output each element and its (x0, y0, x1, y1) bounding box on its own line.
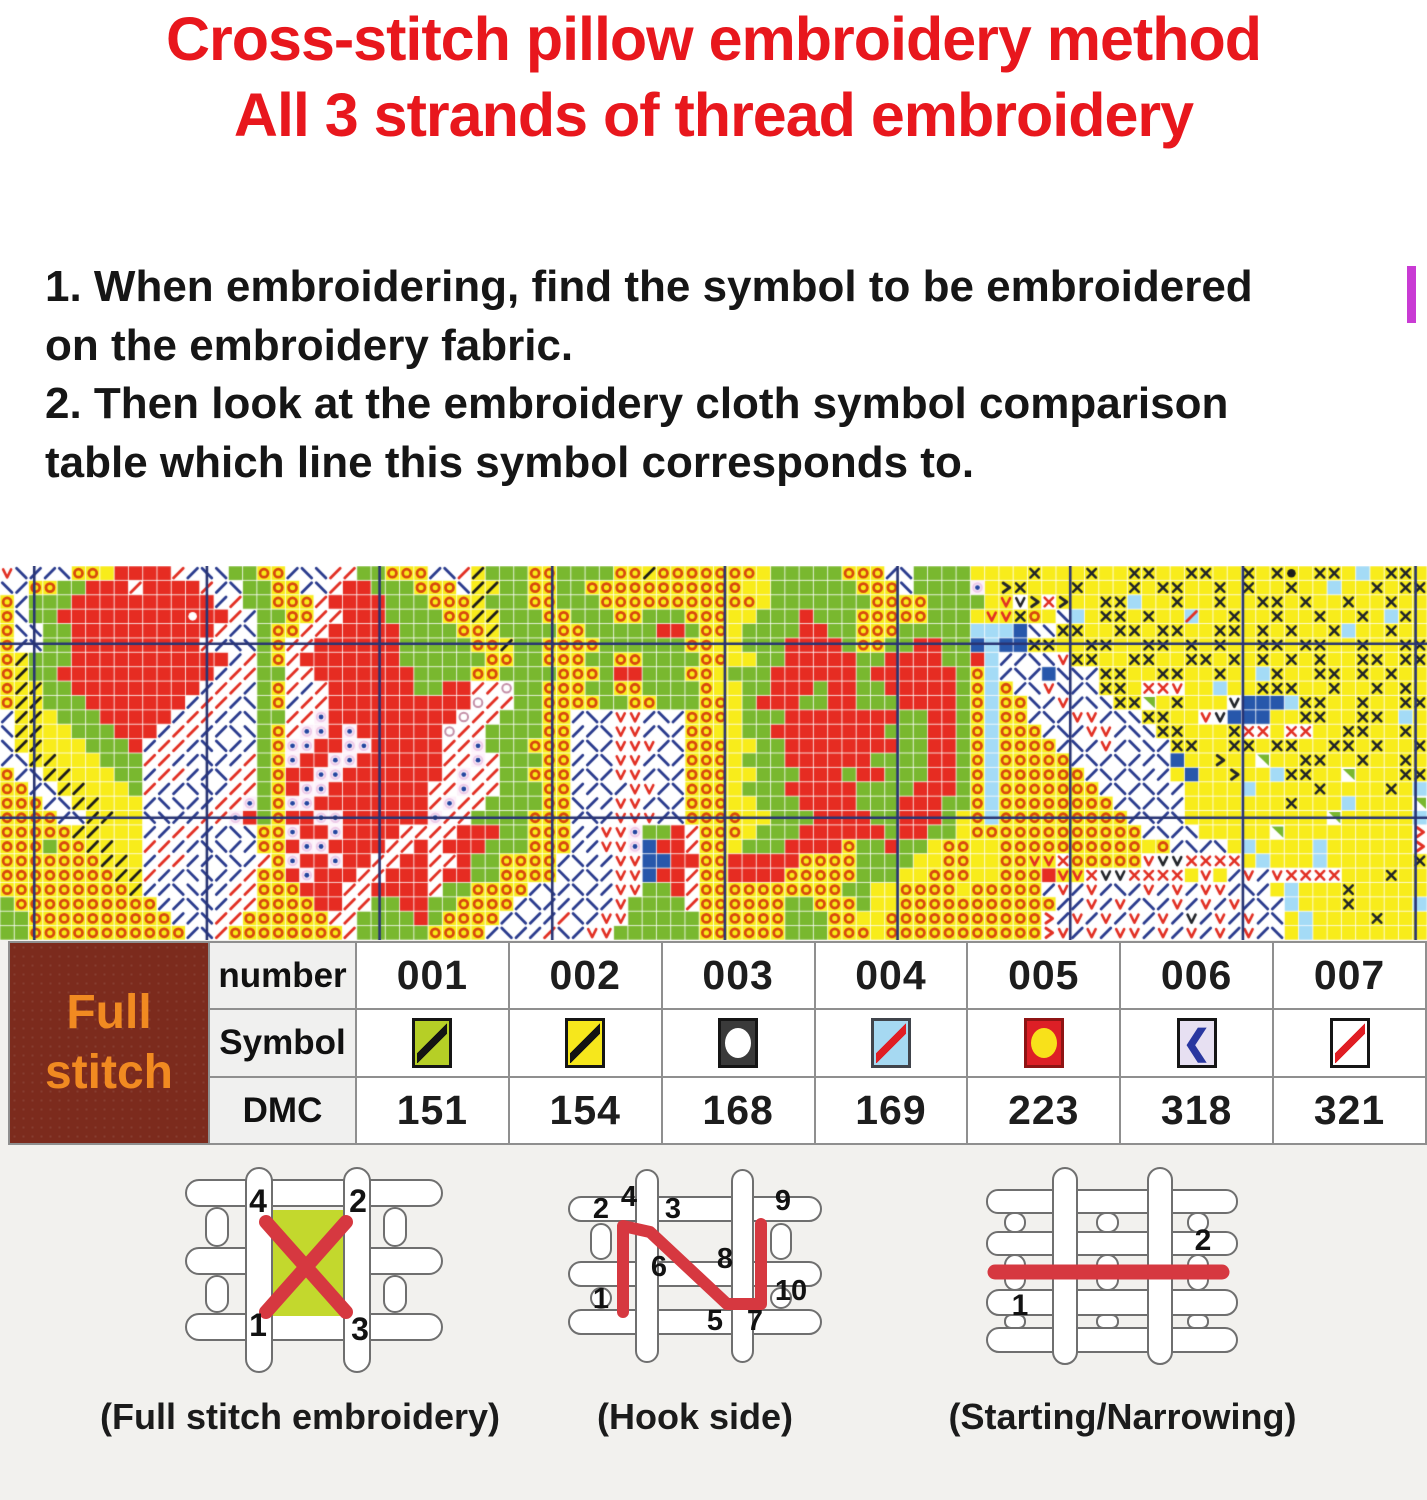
thread-number: 003 (660, 941, 816, 1010)
title-line-2: All 3 strands of thread embroidery (233, 80, 1194, 149)
legend-table: Full stitch number 001 002 003 004 005 0… (8, 941, 1427, 1145)
symbol-mark (875, 1023, 906, 1063)
instruction-line: 1. When embroidering, find the symbol to… (45, 262, 1253, 311)
step-number: 4 (249, 1183, 267, 1219)
stitch-symbol-001 (412, 1018, 453, 1068)
instruction-line: on the embroidery fabric. (45, 320, 574, 370)
dmc-code: 321 (1272, 1076, 1427, 1145)
dmc-code: 318 (1119, 1076, 1275, 1145)
step-number: 1 (249, 1307, 267, 1343)
step-number: 1 (1012, 1289, 1029, 1322)
row-label-dmc: DMC (208, 1076, 357, 1145)
step-number: 8 (717, 1243, 733, 1275)
step-number: 3 (665, 1193, 681, 1225)
step-number: 6 (651, 1251, 667, 1283)
stitch-symbol-003 (718, 1018, 759, 1068)
half-stitch-path (617, 1218, 767, 1318)
text-cursor-artifact (1407, 266, 1416, 323)
page-title: Cross-stitch pillow embroidery method Al… (0, 2, 1427, 153)
symbol-mark (1334, 1023, 1365, 1063)
symbol-cell (355, 1008, 510, 1078)
symbol-cell (507, 1008, 663, 1078)
cross-stitch-x (259, 1215, 353, 1319)
symbol-mark: ❮ (1182, 1024, 1211, 1062)
stitch-symbol-005 (1023, 1018, 1064, 1068)
thread-number: 002 (507, 941, 663, 1010)
symbol-mark (417, 1023, 448, 1063)
step-number: 4 (621, 1181, 637, 1213)
symbol-cell (813, 1008, 969, 1078)
pattern-chart-canvas (0, 566, 1427, 940)
instruction-line: table which line this symbol corresponds… (45, 437, 975, 487)
step-number: 3 (351, 1311, 369, 1347)
step-number: 5 (707, 1305, 723, 1337)
caption-hook-side: (Hook side) (596, 1396, 793, 1437)
symbol-mark (1030, 1028, 1057, 1058)
step-number: 2 (593, 1193, 609, 1225)
caption-full-stitch: (Full stitch embroidery) (99, 1396, 501, 1437)
thread-number: 007 (1272, 941, 1427, 1010)
stitch-symbol-002 (565, 1018, 606, 1068)
dmc-code: 168 (660, 1076, 816, 1145)
dmc-code: 151 (355, 1076, 510, 1145)
thread-number: 005 (966, 941, 1122, 1010)
title-line-1: Cross-stitch pillow embroidery method (165, 5, 1262, 73)
stitch-symbol-006: ❮ (1176, 1018, 1217, 1068)
thread-number: 004 (813, 941, 969, 1010)
step-number: 2 (1195, 1224, 1212, 1257)
dmc-code: 169 (813, 1076, 969, 1145)
step-number: 9 (775, 1185, 791, 1217)
symbol-cell (966, 1008, 1122, 1078)
instructions-text: 1. When embroidering, find the symbol to… (45, 258, 1420, 492)
symbol-cell (1272, 1008, 1427, 1078)
full-stitch-label-cell: Full stitch (8, 941, 210, 1145)
instruction-line: 2. Then look at the embroidery cloth sym… (45, 379, 1229, 429)
step-number: 1 (593, 1283, 609, 1315)
stitch-symbol-004 (870, 1018, 911, 1068)
step-number: 7 (747, 1305, 763, 1337)
step-number: 2 (349, 1183, 367, 1219)
symbol-mark (725, 1028, 752, 1058)
symbol-mark (570, 1023, 601, 1063)
row-label-symbol: Symbol (208, 1008, 357, 1078)
hook-side-diagram: 2 4 3 9 6 8 1 5 7 10 (568, 1169, 822, 1363)
dmc-code: 154 (507, 1076, 663, 1145)
row-label-number: number (208, 941, 357, 1010)
symbol-cell (660, 1008, 816, 1078)
starting-narrowing-diagram: 1 2 (986, 1167, 1238, 1365)
caption-starting-narrowing: (Starting/Narrowing) (948, 1396, 1297, 1437)
full-stitch-label: Full stitch (44, 986, 173, 1099)
stitch-symbol-007 (1329, 1018, 1370, 1068)
dmc-code: 223 (966, 1076, 1122, 1145)
step-number: 10 (775, 1275, 807, 1307)
thread-number: 001 (355, 941, 510, 1010)
full-stitch-diagram: 4 2 1 3 (185, 1167, 443, 1373)
symbol-cell: ❮ (1119, 1008, 1275, 1078)
thread-number: 006 (1119, 941, 1275, 1010)
